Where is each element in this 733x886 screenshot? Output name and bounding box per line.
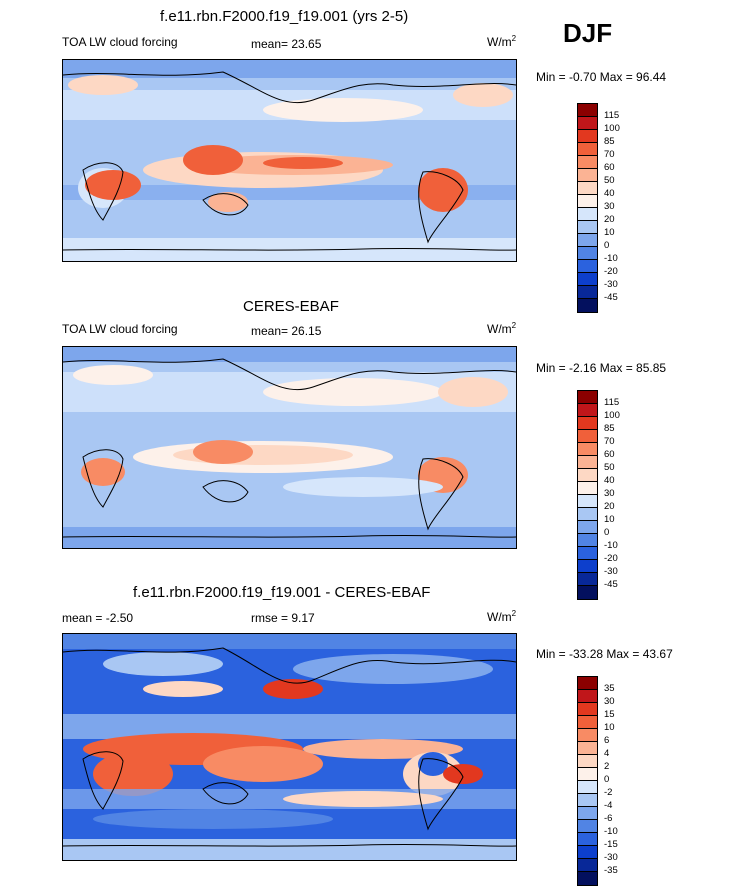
colorbar-tick: -10 xyxy=(604,540,618,551)
colorbar-tick: 30 xyxy=(604,488,615,499)
colorbar-tick: 50 xyxy=(604,175,615,186)
panel-left-label-obs: TOA LW cloud forcing xyxy=(62,322,178,336)
colorbar-tick: 10 xyxy=(604,227,615,238)
colorbar-tick: 4 xyxy=(604,748,610,759)
colorbar-tick: 10 xyxy=(604,514,615,525)
panel-units-model: W/m2 xyxy=(487,34,517,49)
colorbar-tick: -10 xyxy=(604,826,618,837)
panel-mean-diff: mean = -2.50 xyxy=(62,611,134,625)
colorbar-tick: -35 xyxy=(604,865,618,876)
colorbar-tick: -20 xyxy=(604,553,618,564)
colorbar-tick: 6 xyxy=(604,735,610,746)
colorbar-tick: 20 xyxy=(604,501,615,512)
panel-units-obs: W/m2 xyxy=(487,321,517,336)
colorbar-tick: -30 xyxy=(604,852,618,863)
colorbar-tick: -2 xyxy=(604,787,613,798)
colorbar-tick: 0 xyxy=(604,774,610,785)
panel-title-diff: f.e11.rbn.F2000.f19_f19.001 - CERES-EBAF xyxy=(133,584,431,601)
season-label: DJF xyxy=(563,18,613,48)
colorbar-tick: 115 xyxy=(604,110,620,121)
colorbar-tick: 30 xyxy=(604,201,615,212)
map-obs xyxy=(62,346,517,549)
colorbar-tick: 70 xyxy=(604,149,615,160)
colorbar-obs xyxy=(577,390,598,600)
colorbar-model xyxy=(577,103,598,313)
colorbar-tick: -10 xyxy=(604,253,618,264)
panel-title-model: f.e11.rbn.F2000.f19_f19.001 (yrs 2-5) xyxy=(160,8,409,25)
panel-rmse-diff: rmse = 9.17 xyxy=(251,611,315,625)
colorbar-tick: 50 xyxy=(604,462,615,473)
colorbar-tick: 35 xyxy=(604,683,615,694)
colorbar-tick: 100 xyxy=(604,123,620,134)
colorbar-tick: 0 xyxy=(604,240,610,251)
map-model xyxy=(62,59,517,262)
colorbar-tick: -15 xyxy=(604,839,618,850)
colorbar-tick: 10 xyxy=(604,722,615,733)
colorbar-tick: 20 xyxy=(604,214,615,225)
colorbar-tick: -4 xyxy=(604,800,613,811)
colorbar-tick: 15 xyxy=(604,709,615,720)
colorbar-tick: 40 xyxy=(604,188,615,199)
colorbar-tick: 85 xyxy=(604,423,615,434)
colorbar-tick: -30 xyxy=(604,279,618,290)
colorbar-tick: 70 xyxy=(604,436,615,447)
panel-minmax-obs: Min = -2.16 Max = 85.85 xyxy=(536,361,667,375)
colorbar-tick: 60 xyxy=(604,162,615,173)
panel-minmax-diff: Min = -33.28 Max = 43.67 xyxy=(536,647,673,661)
panel-mean-model: mean= 23.65 xyxy=(251,37,322,51)
panel-title-obs: CERES-EBAF xyxy=(243,298,339,315)
contour-map-obs xyxy=(63,347,516,548)
colorbar-tick: 0 xyxy=(604,527,610,538)
colorbar-tick: 2 xyxy=(604,761,610,772)
map-diff xyxy=(62,633,517,861)
panel-mean-obs: mean= 26.15 xyxy=(251,324,322,338)
colorbar-tick: -45 xyxy=(604,292,618,303)
colorbar-tick: 85 xyxy=(604,136,615,147)
colorbar-diff xyxy=(577,676,598,886)
contour-map-model xyxy=(63,60,516,261)
panel-left-label-model: TOA LW cloud forcing xyxy=(62,35,178,49)
colorbar-tick: 30 xyxy=(604,696,615,707)
contour-map-diff xyxy=(63,634,516,860)
colorbar-tick: -6 xyxy=(604,813,613,824)
colorbar-tick: 100 xyxy=(604,410,620,421)
panel-minmax-model: Min = -0.70 Max = 96.44 xyxy=(536,70,667,84)
colorbar-tick: 60 xyxy=(604,449,615,460)
colorbar-tick: 115 xyxy=(604,397,620,408)
panel-units-diff: W/m2 xyxy=(487,609,517,624)
colorbar-tick: -20 xyxy=(604,266,618,277)
colorbar-tick: 40 xyxy=(604,475,615,486)
colorbar-tick: -45 xyxy=(604,579,618,590)
colorbar-tick: -30 xyxy=(604,566,618,577)
